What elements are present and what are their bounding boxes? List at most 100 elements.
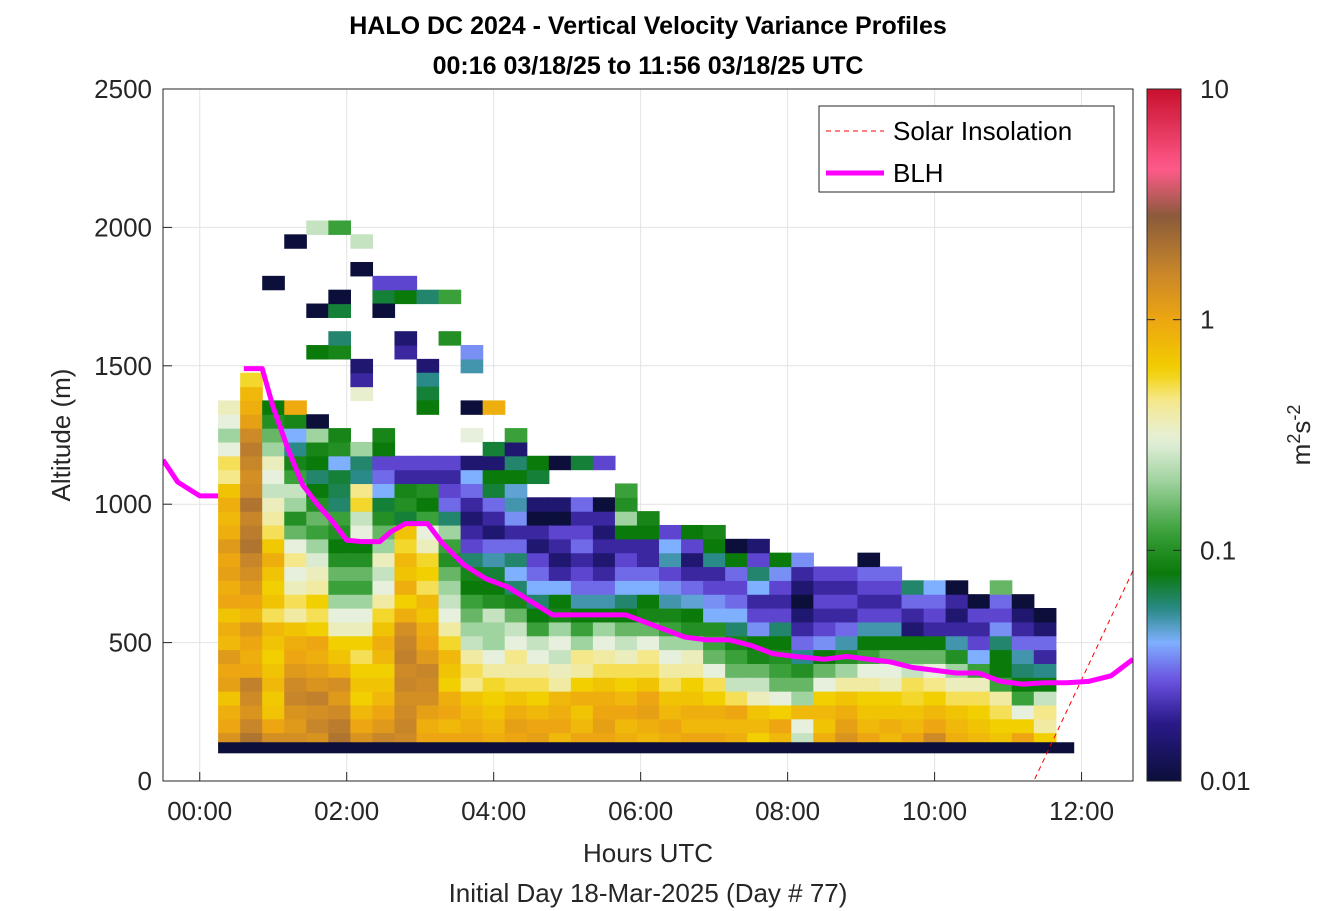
heatmap-cell [482, 718, 506, 734]
heatmap-cell [218, 511, 241, 526]
heatmap-cell [857, 580, 881, 595]
heatmap-cell [328, 483, 351, 498]
heatmap-cell [526, 635, 550, 651]
heatmap-cell [218, 400, 241, 415]
heatmap-cell [482, 511, 506, 526]
heatmap-cell [504, 511, 528, 526]
heatmap-cell [460, 580, 484, 595]
heatmap-cell [328, 220, 351, 235]
heatmap-cell [526, 469, 550, 485]
heatmap-cell [284, 524, 307, 540]
heatmap-cell [725, 552, 748, 568]
heatmap-cell [460, 677, 484, 692]
y-tick-label: 500 [109, 628, 152, 658]
y-tick-label: 1500 [94, 351, 152, 381]
heatmap-cell [328, 289, 351, 305]
colorbar-tick-label: 10 [1200, 74, 1229, 104]
colorbar-label: m2s-2 [1284, 405, 1316, 466]
heatmap-cell [240, 552, 263, 568]
heatmap-cell [306, 428, 329, 443]
heatmap-cell [636, 691, 660, 706]
heatmap-cell [218, 455, 241, 471]
heatmap-cell [482, 469, 506, 485]
heatmap-cell [592, 511, 616, 526]
heatmap-cell [879, 663, 903, 678]
heatmap-cell [747, 538, 770, 554]
heatmap-cell [636, 594, 660, 609]
heatmap-cell [989, 594, 1013, 609]
heatmap-cell [262, 441, 285, 457]
heatmap-cell [614, 566, 638, 581]
heatmap-cell [659, 718, 682, 734]
heatmap-cell [636, 677, 660, 692]
heatmap-cell [394, 497, 418, 512]
heatmap-cell [703, 552, 726, 568]
heatmap-cell [438, 511, 462, 526]
heatmap-cell [636, 663, 660, 678]
heatmap-cell [218, 608, 241, 623]
heatmap-cell [262, 469, 285, 485]
heatmap-cell [791, 663, 814, 678]
heatmap-cell [240, 511, 263, 526]
heatmap-cell [791, 580, 814, 595]
heatmap-cell [989, 691, 1013, 706]
heatmap-cell [394, 331, 418, 346]
heatmap-cell [460, 511, 484, 526]
heatmap-cell [284, 428, 307, 443]
heatmap-cell [218, 441, 241, 457]
heatmap-cell [526, 455, 550, 471]
heatmap-cell [328, 621, 351, 637]
heatmap-cell [791, 621, 814, 637]
heatmap-cell [791, 608, 814, 623]
heatmap-cell [394, 289, 418, 305]
heatmap-cell [636, 538, 660, 554]
heatmap-cell [350, 358, 374, 374]
heatmap-cell [504, 497, 528, 512]
heatmap-cell [659, 649, 682, 664]
heatmap-cell [350, 441, 374, 457]
heatmap-cell [460, 400, 484, 415]
heatmap-cell [592, 455, 616, 471]
heatmap-cell [416, 608, 440, 623]
heatmap-cell [747, 594, 770, 609]
heatmap-cell [460, 621, 484, 637]
heatmap-cell [262, 497, 285, 512]
heatmap-cell [1011, 691, 1035, 706]
heatmap-cell [703, 608, 726, 623]
heatmap-cell [504, 428, 528, 443]
heatmap-cell [218, 428, 241, 443]
heatmap-cell [328, 594, 351, 609]
heatmap-cell [262, 455, 285, 471]
heatmap-cell [306, 511, 329, 526]
chart-subtitle: 00:16 03/18/25 to 11:56 03/18/25 UTC [433, 52, 864, 80]
heatmap-cell [725, 580, 748, 595]
heatmap-cell [438, 691, 462, 706]
heatmap-cell [240, 428, 263, 443]
heatmap-cell [945, 718, 969, 734]
heatmap-cell [923, 635, 947, 651]
heatmap-cell [1011, 649, 1035, 664]
heatmap-cell [659, 552, 682, 568]
heatmap-cell [218, 552, 241, 568]
heatmap-cell [350, 621, 374, 637]
heatmap-cell [570, 455, 594, 471]
heatmap-cell [394, 483, 418, 498]
heatmap-cell [703, 621, 726, 637]
heatmap-cell [813, 677, 836, 692]
heatmap-cell [262, 483, 285, 498]
heatmap-cell [504, 524, 528, 540]
heatmap-cell [570, 552, 594, 568]
heatmap-cell [394, 649, 418, 664]
heatmap-cell [438, 649, 462, 664]
heatmap-cell [372, 428, 396, 443]
heatmap-cell [636, 552, 660, 568]
heatmap-cell [416, 704, 440, 720]
heatmap-cell [438, 331, 462, 346]
heatmap-cell [240, 455, 263, 471]
heatmap-cell [592, 677, 616, 692]
heatmap-cell [1011, 635, 1035, 651]
heatmap-cell [614, 511, 638, 526]
heatmap-cell [548, 704, 572, 720]
heatmap-cell [813, 594, 836, 609]
